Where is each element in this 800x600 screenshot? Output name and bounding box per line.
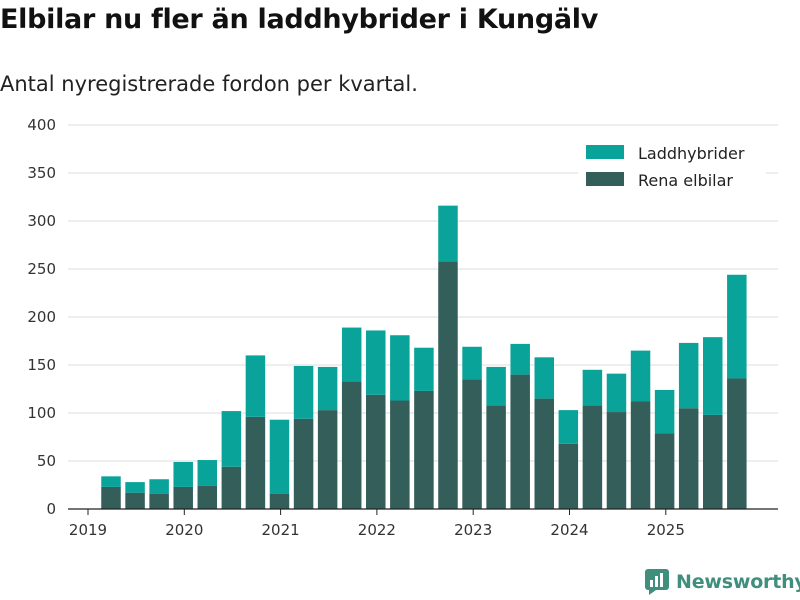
- bar-rena-elbilar: [727, 378, 747, 509]
- bar-laddhybrider: [703, 337, 723, 415]
- y-tick-label: 200: [27, 308, 56, 326]
- bar-laddhybrider: [341, 327, 362, 382]
- y-tick-label: 100: [27, 404, 56, 422]
- bar-rena-elbilar: [101, 486, 121, 509]
- x-tick-label: 2025: [647, 521, 685, 539]
- bar-rena-elbilar: [534, 398, 555, 509]
- bar-rena-elbilar: [293, 418, 314, 509]
- bar-rena-elbilar: [678, 408, 699, 509]
- x-tick-label: 2019: [69, 521, 107, 539]
- bar-laddhybrider: [558, 410, 579, 444]
- newsworthy-logo: Newsworthy: [644, 568, 800, 596]
- bar-rena-elbilar: [582, 405, 603, 509]
- bar-laddhybrider: [245, 355, 266, 417]
- bar-rena-elbilar: [438, 261, 458, 509]
- bar-rena-elbilar: [510, 374, 530, 509]
- bar-laddhybrider: [438, 205, 458, 262]
- newsworthy-logo-icon: [645, 569, 669, 595]
- bar-rena-elbilar: [486, 405, 506, 509]
- x-axis: 2019 2020 2021 2022 2023 2024 2025: [68, 508, 778, 539]
- y-tick-label: 250: [27, 260, 56, 278]
- bar-laddhybrider: [221, 411, 242, 467]
- x-tick-label: 2021: [262, 521, 300, 539]
- bar-laddhybrider: [125, 482, 145, 493]
- legend-label: Laddhybrider: [638, 144, 745, 163]
- bar-laddhybrider: [630, 350, 651, 402]
- bar-rena-elbilar: [149, 493, 169, 509]
- legend-swatch: [586, 172, 624, 186]
- y-axis: 0 50 100 150 200 250 300 350 400: [27, 116, 56, 518]
- bar-rena-elbilar: [654, 433, 675, 509]
- logo-text: Newsworthy: [676, 571, 800, 593]
- bar-laddhybrider: [486, 366, 506, 406]
- stacked-bar-chart: 0 50 100 150 200 250 300 350 400 2019 2020 2021 202…: [27, 116, 778, 539]
- y-tick-label: 150: [27, 356, 56, 374]
- x-tick-label: 2023: [454, 521, 492, 539]
- bar-rena-elbilar: [341, 381, 362, 509]
- bar-rena-elbilar: [703, 414, 723, 509]
- bars: [101, 205, 747, 509]
- y-tick-label: 50: [37, 452, 56, 470]
- bar-laddhybrider: [293, 365, 314, 419]
- bar-laddhybrider: [582, 369, 603, 406]
- legend-swatch: [586, 145, 624, 159]
- bar-rena-elbilar: [197, 485, 218, 509]
- bar-laddhybrider: [269, 419, 290, 494]
- bar-rena-elbilar: [390, 400, 410, 509]
- bar-rena-elbilar: [606, 412, 627, 509]
- x-tick-label: 2022: [358, 521, 396, 539]
- bar-laddhybrider: [173, 461, 193, 487]
- y-tick-label: 0: [46, 500, 56, 518]
- bar-laddhybrider: [317, 366, 338, 411]
- bar-rena-elbilar: [221, 466, 242, 509]
- bar-rena-elbilar: [630, 401, 651, 509]
- bar-rena-elbilar: [245, 416, 266, 509]
- bar-laddhybrider: [606, 373, 627, 413]
- bar-laddhybrider: [654, 389, 675, 434]
- bar-rena-elbilar: [125, 492, 145, 509]
- bar-laddhybrider: [390, 335, 410, 401]
- legend: Laddhybrider Rena elbilar: [578, 140, 766, 198]
- legend-label: Rena elbilar: [638, 171, 733, 190]
- bar-laddhybrider: [149, 479, 169, 494]
- bar-laddhybrider: [366, 330, 386, 395]
- x-tick-label: 2024: [550, 521, 588, 539]
- bar-laddhybrider: [727, 274, 747, 379]
- bar-rena-elbilar: [269, 493, 290, 509]
- bar-laddhybrider: [101, 476, 121, 487]
- bar-laddhybrider: [462, 346, 482, 380]
- bar-rena-elbilar: [366, 394, 386, 509]
- bar-rena-elbilar: [414, 390, 434, 509]
- bar-laddhybrider: [510, 343, 530, 375]
- bar-rena-elbilar: [317, 410, 338, 509]
- bar-laddhybrider: [197, 460, 218, 486]
- y-tick-label: 350: [27, 164, 56, 182]
- y-tick-label: 300: [27, 212, 56, 230]
- chart-subtitle: Antal nyregistrerade fordon per kvartal.: [0, 72, 418, 96]
- y-tick-label: 400: [27, 116, 56, 134]
- bar-rena-elbilar: [173, 486, 193, 509]
- bar-laddhybrider: [414, 347, 434, 391]
- bar-rena-elbilar: [558, 443, 579, 509]
- bar-rena-elbilar: [462, 379, 482, 509]
- chart-title: Elbilar nu fler än laddhybrider i Kungäl…: [0, 4, 599, 35]
- x-tick-label: 2020: [165, 521, 203, 539]
- bar-laddhybrider: [534, 357, 555, 399]
- bar-laddhybrider: [678, 342, 699, 409]
